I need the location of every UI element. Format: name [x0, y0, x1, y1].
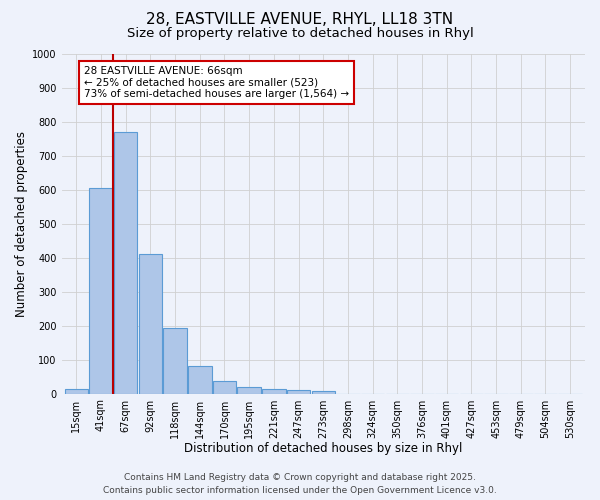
Bar	[213, 381, 236, 394]
Bar	[238, 387, 261, 394]
Bar	[163, 328, 187, 394]
Text: 28 EASTVILLE AVENUE: 66sqm
← 25% of detached houses are smaller (523)
73% of sem: 28 EASTVILLE AVENUE: 66sqm ← 25% of deta…	[84, 66, 349, 99]
Bar	[114, 132, 137, 394]
X-axis label: Distribution of detached houses by size in Rhyl: Distribution of detached houses by size …	[184, 442, 463, 455]
Text: Contains HM Land Registry data © Crown copyright and database right 2025.
Contai: Contains HM Land Registry data © Crown c…	[103, 474, 497, 495]
Text: Size of property relative to detached houses in Rhyl: Size of property relative to detached ho…	[127, 28, 473, 40]
Bar	[65, 388, 88, 394]
Bar	[139, 254, 162, 394]
Bar	[311, 391, 335, 394]
Text: 28, EASTVILLE AVENUE, RHYL, LL18 3TN: 28, EASTVILLE AVENUE, RHYL, LL18 3TN	[146, 12, 454, 28]
Bar	[89, 188, 113, 394]
Y-axis label: Number of detached properties: Number of detached properties	[15, 131, 28, 317]
Bar	[262, 388, 286, 394]
Bar	[287, 390, 310, 394]
Bar	[188, 366, 212, 394]
